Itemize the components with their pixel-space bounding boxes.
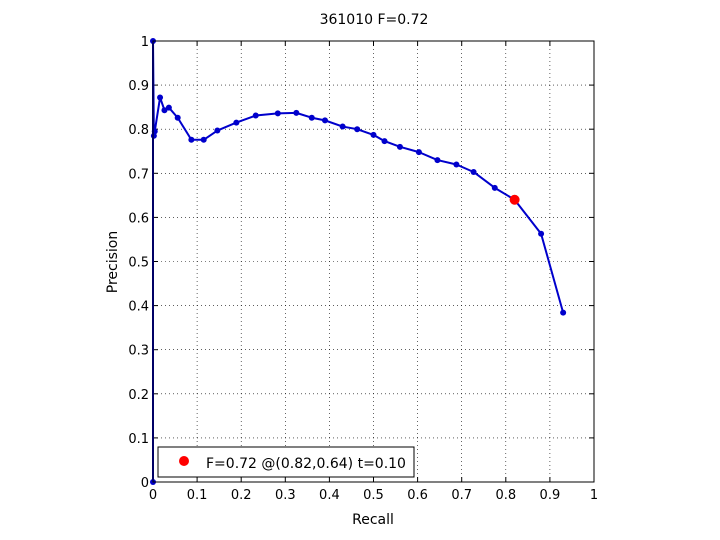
data-point — [370, 131, 377, 138]
data-point — [161, 107, 168, 114]
y-tick-label: 0.7 — [128, 167, 149, 182]
data-point — [214, 127, 221, 134]
x-tick-label: 0.1 — [187, 488, 208, 503]
x-tick-label: 0.2 — [231, 488, 252, 503]
x-tick-label: 0.3 — [275, 488, 296, 503]
y-tick-label: 0.5 — [128, 256, 149, 271]
y-tick-label: 0.9 — [128, 79, 149, 94]
y-tick-label: 1 — [141, 35, 149, 50]
x-axis-label: Recall — [352, 512, 394, 528]
y-axis-label: Precision — [105, 231, 121, 293]
grid — [153, 41, 594, 482]
data-point — [321, 117, 328, 124]
data-point — [157, 94, 164, 101]
data-point — [434, 157, 441, 164]
data-point — [470, 168, 477, 175]
x-tick-label: 0.9 — [540, 488, 561, 503]
data-point — [188, 136, 195, 143]
x-tick-label: 1 — [590, 488, 598, 503]
legend-marker — [179, 456, 189, 466]
data-point — [396, 143, 403, 150]
x-tick-label: 0.6 — [407, 488, 428, 503]
y-tick-label: 0.8 — [128, 123, 149, 138]
legend-box — [157, 446, 415, 478]
data-point — [252, 112, 259, 119]
ticks: 0 0.1 0.2 0.3 0.4 0.5 0.6 0.7 0.8 0.9 1 0 0.1 0.2 0.3 0… — [128, 35, 598, 503]
x-tick-label: 0.8 — [495, 488, 516, 503]
legend: F=0.72 @(0.82,0.64) t=0.10 — [157, 446, 415, 478]
data-point — [538, 230, 545, 237]
data-point — [293, 109, 300, 116]
data-point — [274, 110, 281, 117]
data-point — [491, 184, 498, 191]
data-point — [200, 136, 207, 143]
y-tick-label: 0.2 — [128, 388, 149, 403]
y-tick-label: 0.3 — [128, 344, 149, 359]
data-point — [415, 149, 422, 156]
data-point — [308, 114, 315, 121]
x-tick-label: 0 — [149, 488, 157, 503]
x-tick-label: 0.5 — [363, 488, 384, 503]
x-tick-label: 0.4 — [319, 488, 340, 503]
series — [150, 38, 567, 485]
y-tick-label: 0.6 — [128, 211, 149, 226]
data-point — [453, 161, 460, 168]
y-tick-label: 0.1 — [128, 432, 149, 447]
best-f-point — [509, 194, 520, 205]
data-point — [233, 119, 240, 126]
plot-frame — [152, 40, 595, 483]
x-tick-label: 0.7 — [451, 488, 472, 503]
data-point — [560, 309, 567, 316]
y-tick-label: 0 — [141, 476, 149, 491]
data-point — [381, 138, 388, 145]
data-point — [174, 114, 181, 121]
data-point — [354, 126, 361, 133]
y-tick-label: 0.4 — [128, 300, 149, 315]
legend-text: F=0.72 @(0.82,0.64) t=0.10 — [206, 456, 406, 472]
data-point — [339, 123, 346, 130]
data-point — [165, 104, 172, 111]
chart-title: 361010 F=0.72 — [320, 12, 429, 28]
